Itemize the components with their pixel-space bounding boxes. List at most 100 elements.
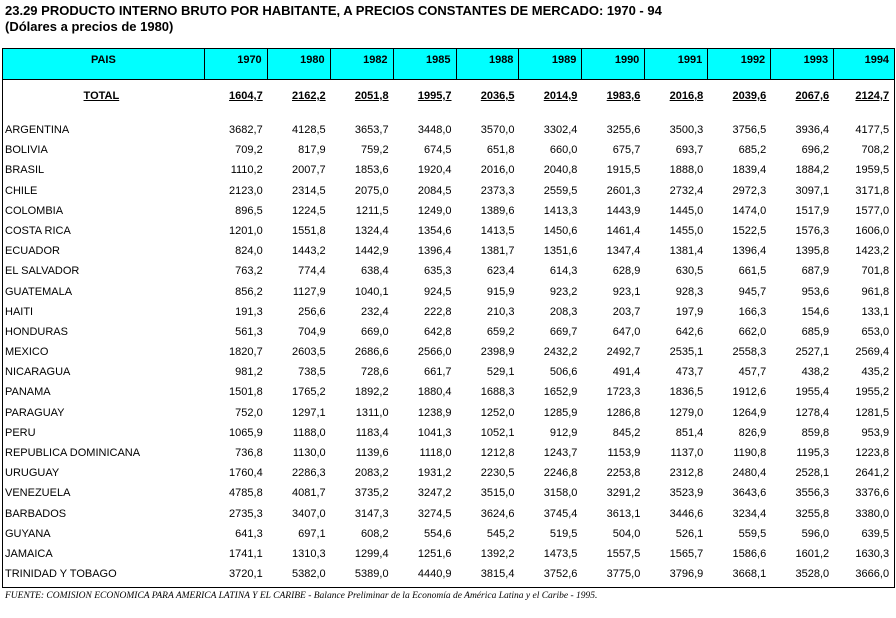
- total-cell: 2014,9: [543, 90, 578, 102]
- value-cell: 1396,4: [732, 245, 767, 258]
- value-cell: 5389,0: [354, 568, 389, 581]
- value-cell: 628,9: [612, 265, 641, 278]
- value-cell: 2075,0: [354, 184, 389, 197]
- value-cell: 1297,1: [291, 406, 326, 419]
- value-cell: 2230,5: [480, 467, 515, 480]
- value-cell: 685,2: [738, 144, 767, 157]
- value-cell: 1212,8: [480, 447, 515, 459]
- value-cell: 1443,9: [606, 204, 641, 217]
- value-cell: 2480,4: [732, 467, 767, 480]
- column-header: 1993: [771, 49, 835, 79]
- value-cell: 232,4: [361, 305, 389, 318]
- value-cell: 824,0: [235, 245, 263, 258]
- value-cell: 693,7: [675, 144, 704, 157]
- value-cell: 1040,1: [354, 285, 389, 298]
- value-cell: 3752,6: [543, 568, 578, 581]
- table-row: GUATEMALA 856,2 1127,9 1040,1 924,5 915,9 923,…: [3, 282, 894, 302]
- country-name: PERU: [5, 426, 36, 439]
- value-cell: 1130,0: [292, 447, 326, 459]
- value-cell: 642,6: [675, 325, 704, 338]
- value-cell: 1557,5: [606, 547, 641, 560]
- value-cell: 661,7: [423, 366, 452, 379]
- value-cell: 953,9: [861, 426, 890, 439]
- value-cell: 608,2: [361, 527, 389, 540]
- value-cell: 2123,0: [229, 184, 263, 197]
- value-cell: 1888,0: [669, 164, 704, 177]
- value-cell: 2528,1: [795, 467, 830, 480]
- total-cell: 2124,7: [855, 90, 890, 102]
- value-cell: 981,2: [235, 366, 263, 379]
- column-header: 1982: [331, 49, 394, 79]
- value-cell: 3815,4: [480, 568, 515, 581]
- value-cell: 4440,9: [417, 568, 452, 581]
- value-cell: 2246,8: [543, 467, 578, 480]
- value-cell: 1931,2: [417, 467, 452, 480]
- value-cell: 1264,9: [732, 406, 767, 419]
- value-cell: 1741,1: [229, 547, 263, 560]
- table-row: BARBADOS 2735,3 3407,0 3147,3 3274,5 3624,6 37…: [3, 504, 894, 524]
- value-cell: 2558,3: [732, 346, 767, 359]
- value-cell: 1576,3: [795, 224, 830, 237]
- value-cell: 1915,5: [606, 164, 641, 177]
- country-name: JAMAICA: [5, 547, 53, 560]
- value-cell: 3775,0: [606, 568, 641, 581]
- country-name: PARAGUAY: [5, 406, 65, 419]
- value-cell: 1955,4: [795, 386, 830, 399]
- value-cell: 208,3: [549, 305, 578, 318]
- value-cell: 596,0: [801, 527, 830, 540]
- value-cell: 1223,8: [855, 447, 890, 459]
- value-cell: 1195,3: [796, 447, 830, 459]
- value-cell: 1347,4: [606, 245, 641, 258]
- table-row: ECUADOR 824,0 1443,2 1442,9 1396,4 1381,7 1351…: [3, 241, 894, 261]
- country-name: GUYANA: [5, 527, 51, 540]
- value-cell: 638,4: [361, 265, 389, 278]
- value-cell: 3523,9: [669, 487, 704, 500]
- value-cell: 1443,2: [291, 245, 326, 258]
- column-header: 1970: [205, 49, 268, 79]
- value-cell: 3515,0: [480, 487, 515, 500]
- value-cell: 1211,5: [355, 204, 389, 217]
- country-name: EL SALVADOR: [5, 265, 80, 278]
- value-cell: 642,8: [423, 325, 452, 338]
- value-cell: 2398,9: [480, 346, 515, 359]
- value-cell: 1395,8: [795, 245, 830, 258]
- value-cell: 2569,4: [855, 346, 890, 359]
- total-cell: 2039,6: [732, 90, 767, 102]
- value-cell: 2559,5: [543, 184, 578, 197]
- value-cell: 3255,6: [606, 124, 641, 136]
- value-cell: 1251,6: [417, 547, 452, 560]
- value-cell: 736,8: [235, 447, 263, 459]
- column-header: 1994: [864, 54, 890, 66]
- value-cell: 1285,9: [543, 406, 578, 419]
- value-cell: 669,7: [549, 325, 578, 338]
- column-header: 1989: [519, 49, 583, 79]
- table-row: HAITI 191,3 256,6 232,4 222,8 210,3 208,3 203,7…: [3, 302, 894, 322]
- total-cell: 2162,2: [291, 90, 326, 102]
- total-label: TOTAL: [83, 90, 120, 102]
- table-row: VENEZUELA 4785,8 4081,7 3735,2 3247,2 3515,0 3…: [3, 483, 894, 503]
- value-cell: 2007,7: [291, 164, 326, 177]
- value-cell: 1884,2: [795, 164, 830, 177]
- value-cell: 1127,9: [292, 285, 326, 298]
- value-cell: 1201,0: [229, 224, 263, 237]
- value-cell: 1565,7: [669, 547, 704, 560]
- total-cell: 2051,8: [354, 90, 389, 102]
- value-cell: 197,9: [675, 305, 704, 318]
- value-cell: 696,2: [801, 144, 830, 157]
- table-row: URUGUAY 1760,4 2286,3 2083,2 1931,2 2230,5 224…: [3, 463, 894, 483]
- value-cell: 457,7: [738, 366, 767, 379]
- value-cell: 661,5: [738, 265, 767, 278]
- value-cell: 438,2: [801, 366, 830, 379]
- column-header: PAIS: [3, 49, 205, 79]
- total-row: TOTAL 1604,7 2162,2 2051,8 1995,7 2036,5 2014,…: [3, 86, 894, 106]
- value-cell: 3291,2: [606, 487, 641, 500]
- value-cell: 2732,4: [669, 184, 704, 197]
- page-title: 23.29 PRODUCTO INTERNO BRUTO POR HABITAN…: [5, 3, 662, 18]
- value-cell: 704,9: [298, 325, 326, 338]
- value-cell: 1041,3: [417, 426, 452, 439]
- value-cell: 3247,2: [417, 487, 452, 500]
- country-name: URUGUAY: [5, 467, 60, 480]
- value-cell: 1413,3: [543, 204, 578, 217]
- value-cell: 3720,1: [229, 568, 263, 581]
- table-row: REPUBLICA DOMINICANA 736,8 1130,0 1139,6 111…: [3, 443, 894, 463]
